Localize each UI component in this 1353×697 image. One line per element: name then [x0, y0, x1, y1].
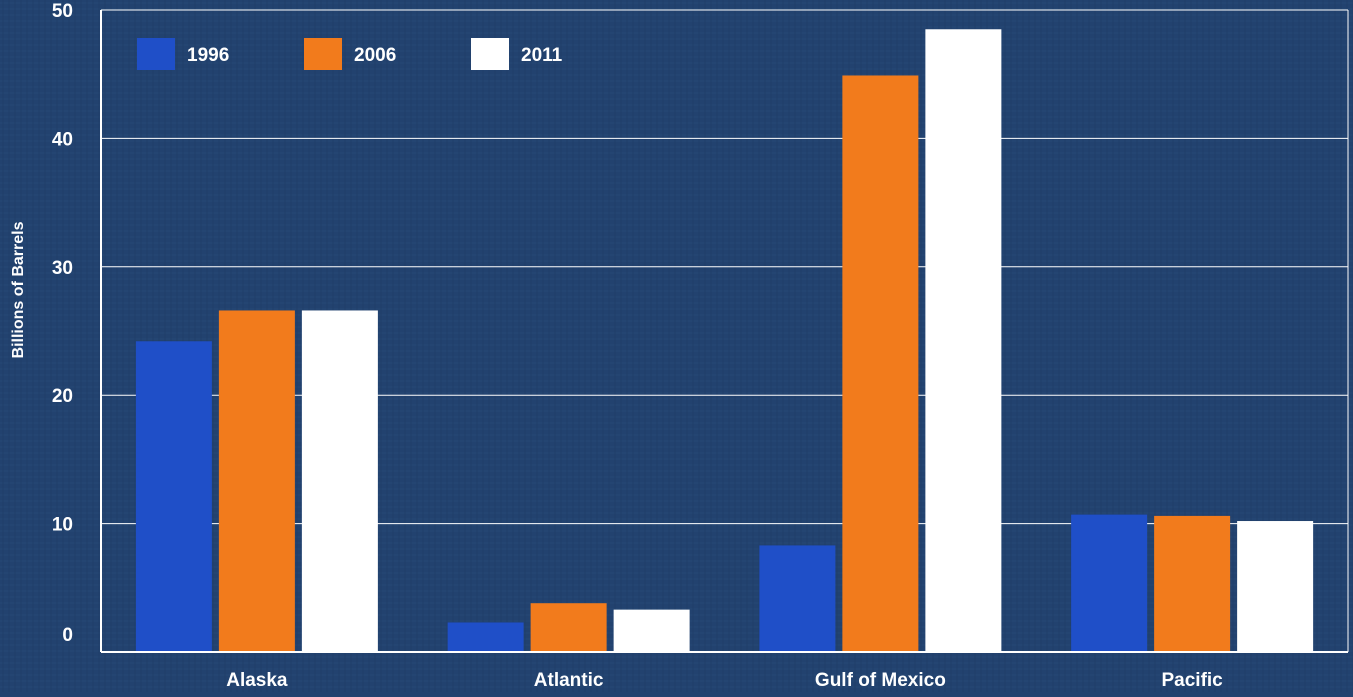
legend: 1996 2006 2011 [137, 38, 563, 70]
y-tick-label: 30 [52, 258, 73, 279]
axes: 0 10 20 30 40 50 Alaska Atlantic Gulf of Mexico P… [52, 1, 1349, 691]
y-tick-label: 40 [52, 129, 73, 150]
bar-2006-alaska [218, 310, 295, 652]
legend-swatch-2006 [304, 38, 342, 70]
y-tick-label: 0 [62, 625, 73, 646]
x-tick-label: Alaska [226, 670, 288, 691]
bar-2006-atlantic [530, 603, 607, 652]
bar-1996-pacific [1071, 514, 1148, 652]
y-tick-label: 10 [52, 515, 73, 536]
bar-2011-alaska [301, 310, 378, 652]
y-tick-label: 20 [52, 386, 73, 407]
legend-label: 2011 [521, 45, 563, 66]
legend-swatch-2011 [471, 38, 509, 70]
bar-2011-pacific [1237, 521, 1314, 652]
x-tick-label: Gulf of Mexico [815, 670, 946, 691]
x-tick-label: Pacific [1161, 670, 1223, 691]
legend-label: 2006 [354, 45, 396, 66]
y-axis-title: Billions of Barrels [10, 221, 27, 358]
bar-2011-atlantic [613, 609, 690, 652]
legend-swatch-1996 [137, 38, 175, 70]
legend-label: 1996 [187, 45, 229, 66]
bar-1996-alaska [135, 341, 212, 652]
bar-1996-gulf-of-mexico [759, 545, 836, 652]
bars [135, 29, 1314, 652]
bar-1996-atlantic [447, 622, 524, 652]
bar-2006-pacific [1154, 515, 1231, 652]
bar-2006-gulf-of-mexico [842, 75, 919, 652]
y-tick-label: 50 [52, 1, 73, 22]
x-tick-label: Atlantic [534, 670, 604, 691]
bar-2011-gulf-of-mexico [925, 29, 1002, 652]
